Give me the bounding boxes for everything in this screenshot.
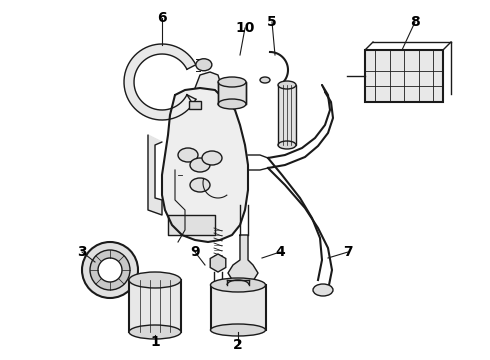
Text: 3: 3 <box>77 245 87 259</box>
Polygon shape <box>168 215 215 235</box>
Polygon shape <box>195 72 222 88</box>
Ellipse shape <box>190 178 210 192</box>
Ellipse shape <box>129 325 181 339</box>
Ellipse shape <box>202 151 222 165</box>
Text: 10: 10 <box>235 21 255 35</box>
Ellipse shape <box>178 148 198 162</box>
Text: 6: 6 <box>157 11 167 25</box>
Ellipse shape <box>218 99 246 109</box>
Ellipse shape <box>278 141 296 149</box>
Ellipse shape <box>190 158 210 172</box>
Ellipse shape <box>260 77 270 83</box>
Text: 8: 8 <box>410 15 420 29</box>
Text: 4: 4 <box>275 245 285 259</box>
Text: 9: 9 <box>190 245 200 259</box>
Ellipse shape <box>278 81 296 89</box>
Polygon shape <box>162 88 248 242</box>
Polygon shape <box>148 135 162 215</box>
Bar <box>211 285 266 330</box>
Circle shape <box>90 250 130 290</box>
Polygon shape <box>228 235 258 285</box>
Circle shape <box>82 242 138 298</box>
Ellipse shape <box>211 324 266 336</box>
Text: 7: 7 <box>343 245 353 259</box>
Ellipse shape <box>313 284 333 296</box>
Bar <box>365 50 443 102</box>
Text: 5: 5 <box>267 15 277 29</box>
Ellipse shape <box>196 59 212 71</box>
Bar <box>218 82 246 104</box>
Bar <box>278 85 296 145</box>
Polygon shape <box>124 44 196 120</box>
Text: 1: 1 <box>150 335 160 349</box>
Ellipse shape <box>211 278 266 292</box>
Ellipse shape <box>129 272 181 288</box>
Circle shape <box>98 258 122 282</box>
Bar <box>129 280 181 332</box>
Text: 2: 2 <box>233 338 243 352</box>
Ellipse shape <box>218 77 246 87</box>
Bar <box>189 101 201 109</box>
